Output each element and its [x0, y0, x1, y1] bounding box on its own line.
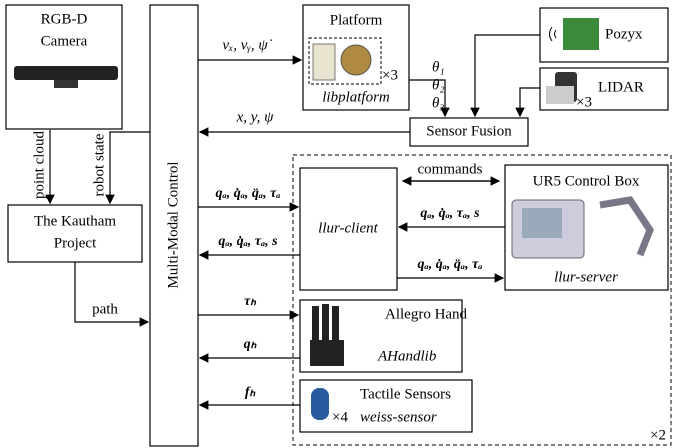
ur5-title: UR5 Control Box — [533, 173, 640, 189]
control-title: Multi-Modal Control — [165, 161, 181, 288]
edge-label: qₐ, q̇ₐ, q̈ₐ, τₐ — [418, 257, 483, 272]
lidar-count: ×3 — [576, 94, 592, 110]
edge-label: fₕ — [245, 385, 257, 400]
edge-label: x, y, ψ — [236, 109, 274, 125]
edge-label: θ₂ — [432, 77, 445, 93]
pozyx-box — [540, 8, 668, 62]
edge-label: τₕ — [244, 294, 257, 309]
allegro-library: AHandlib — [377, 348, 437, 364]
tactile-icon — [311, 388, 329, 420]
platform-title: Platform — [330, 12, 383, 28]
lidar-title: LIDAR — [598, 79, 644, 95]
kautham-title: The Kautham — [34, 213, 116, 229]
edge-label: qₕ — [244, 337, 258, 352]
edge-label: vₓ, vᵧ, ψ̇ — [222, 37, 272, 53]
edge-label: qₐ, q̇ₐ, τₐ, s — [420, 206, 480, 221]
edge-label: qₐ, q̇ₐ, q̈ₐ, τₐ — [216, 186, 281, 201]
allegro-title: Allegro Hand — [385, 306, 468, 322]
edge-label: point cloud — [31, 131, 47, 199]
edge-label: θ₁ — [432, 59, 445, 75]
pozyx-title: Pozyx — [605, 26, 643, 42]
edge-label: commands — [418, 161, 483, 177]
camera-title: Camera — [41, 33, 88, 49]
platform-library: libplatform — [322, 89, 390, 105]
fusion-title: Sensor Fusion — [426, 123, 512, 139]
edge-label: robot state — [91, 133, 107, 196]
client-title: llur-client — [318, 220, 379, 236]
edge-label: path — [92, 301, 118, 317]
camera-title: RGB-D — [41, 11, 88, 27]
tactile-title: Tactile Sensors — [360, 386, 451, 402]
platform-count: ×3 — [382, 67, 398, 83]
tactile-library: weiss-sensor — [360, 409, 437, 425]
edge-label: qₐ, q̇ₐ, τₐ, s — [218, 234, 278, 249]
ur5-library: llur-server — [554, 269, 618, 285]
kautham-title: Project — [54, 235, 97, 251]
allegro-icon — [310, 304, 344, 366]
diagram: ×2 RGB-D Camera The Kautham Project Mult… — [0, 0, 678, 448]
edge-label: θ₃ — [432, 95, 445, 111]
group-count: ×2 — [650, 427, 666, 443]
tactile-count: ×4 — [332, 409, 348, 425]
